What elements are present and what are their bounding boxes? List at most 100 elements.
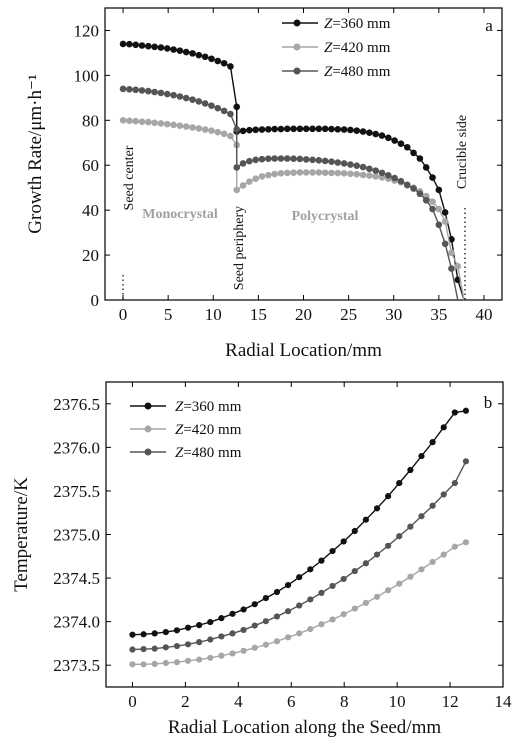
series-z480 xyxy=(129,458,470,653)
data-point xyxy=(397,140,405,147)
legend-a: Z=360 mmZ=420 mmZ=480 mm xyxy=(282,16,391,80)
data-point xyxy=(454,263,462,270)
legend-label-value: =420 mm xyxy=(332,40,390,56)
data-point xyxy=(373,593,381,600)
data-point xyxy=(378,132,386,139)
data-point xyxy=(265,125,272,133)
data-point xyxy=(302,125,310,133)
data-point xyxy=(451,409,458,416)
data-point xyxy=(328,158,335,165)
series-z360 xyxy=(119,40,465,300)
data-point xyxy=(218,615,225,622)
data-point xyxy=(157,120,165,127)
data-point xyxy=(262,641,269,648)
data-point xyxy=(227,132,234,140)
data-point xyxy=(396,479,403,487)
data-point xyxy=(129,646,136,653)
data-point xyxy=(328,169,335,177)
data-point xyxy=(318,557,325,564)
data-point xyxy=(214,57,222,65)
data-point xyxy=(283,169,291,177)
annotation-monocrystal: Monocrystal xyxy=(142,207,218,222)
data-point xyxy=(340,611,347,618)
data-point xyxy=(440,551,447,558)
data-point xyxy=(201,100,209,107)
data-point xyxy=(218,633,225,640)
data-point xyxy=(162,629,169,636)
data-point xyxy=(138,118,146,125)
data-point xyxy=(176,93,184,100)
data-point xyxy=(429,205,436,213)
data-point xyxy=(296,169,304,176)
data-point xyxy=(351,568,358,575)
x-tick-label: 0 xyxy=(119,305,128,324)
plot-area xyxy=(129,407,470,668)
legend-label-var: Z xyxy=(324,40,333,56)
data-point xyxy=(340,538,347,545)
data-point xyxy=(403,143,411,151)
data-point xyxy=(353,162,361,169)
data-point xyxy=(208,127,215,134)
data-point xyxy=(307,625,314,633)
data-point xyxy=(239,182,247,189)
legend-label-var: Z xyxy=(175,422,184,438)
x-tick-label: 8 xyxy=(340,692,349,711)
data-point xyxy=(347,126,354,134)
data-point xyxy=(385,172,392,179)
data-point xyxy=(195,51,203,59)
data-point xyxy=(227,63,234,70)
data-point xyxy=(448,265,455,272)
legend-label-var: Z xyxy=(324,64,333,80)
annotation-crucible-side: Crucible side xyxy=(455,115,470,189)
data-point xyxy=(138,42,146,49)
data-point xyxy=(277,155,285,162)
data-point xyxy=(373,551,381,558)
data-point xyxy=(258,126,266,133)
data-point xyxy=(385,587,392,594)
data-point xyxy=(290,169,297,176)
data-point xyxy=(258,155,266,163)
data-point xyxy=(229,610,236,617)
legend-marker xyxy=(293,67,301,75)
legend-marker xyxy=(144,402,152,410)
data-point xyxy=(435,186,443,194)
data-point xyxy=(407,573,414,580)
data-point xyxy=(182,94,190,102)
data-point xyxy=(140,661,147,668)
data-point xyxy=(138,87,146,94)
data-point xyxy=(151,88,158,96)
data-point xyxy=(145,87,152,95)
data-point xyxy=(273,638,281,645)
legend-label-value: =360 mm xyxy=(332,16,390,32)
y-tick-label: 2373.5 xyxy=(53,656,100,675)
data-point xyxy=(220,107,228,115)
series-z480 xyxy=(119,85,459,300)
data-point xyxy=(126,40,133,48)
chart-panel-a: 0 5 10 15 20 25 30 35 40 0 20 40 60 80 100 120 Radial Lo… xyxy=(25,7,503,361)
data-point xyxy=(126,117,133,125)
data-point xyxy=(207,636,214,643)
data-point xyxy=(307,566,314,573)
data-point xyxy=(284,581,292,589)
data-point xyxy=(441,209,449,216)
data-point xyxy=(296,574,303,581)
data-point xyxy=(362,560,370,567)
data-point xyxy=(362,599,370,607)
data-point xyxy=(373,505,381,512)
data-point xyxy=(359,171,367,179)
data-point xyxy=(290,125,297,133)
data-point xyxy=(315,156,323,164)
data-point xyxy=(277,170,285,177)
data-point xyxy=(451,479,458,487)
data-point xyxy=(151,645,158,652)
y-tick-label: 2375.0 xyxy=(53,526,100,545)
data-point xyxy=(233,125,241,133)
data-point xyxy=(366,129,373,136)
data-point xyxy=(296,155,304,163)
data-point xyxy=(229,630,236,637)
data-point xyxy=(309,169,316,176)
data-point xyxy=(151,660,158,668)
data-point xyxy=(233,164,241,171)
legend-label: Z=360 mm xyxy=(324,16,391,32)
x-tick-label: 35 xyxy=(430,305,447,324)
